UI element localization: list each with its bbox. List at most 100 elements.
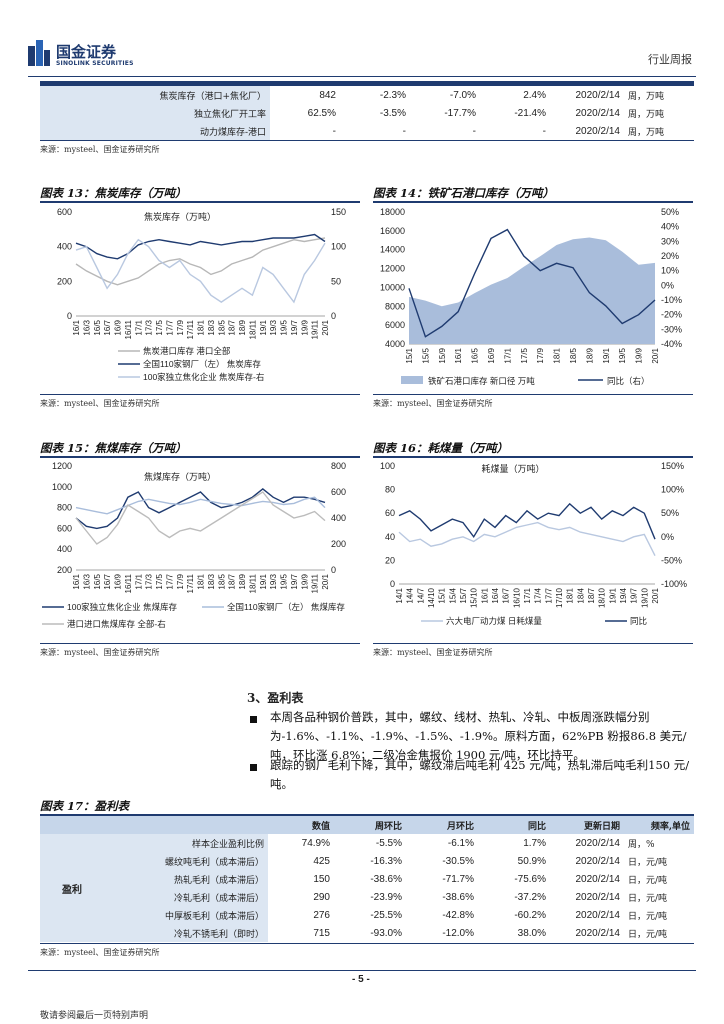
y-right-tick-label: 50% (661, 207, 679, 217)
legend-label: 同比（右） (607, 376, 650, 386)
x-tick-label: 19/7 (630, 587, 639, 603)
y-left-tick-label: 600 (57, 523, 72, 533)
x-tick-label: 18/7 (587, 587, 596, 603)
bullet-square-icon (250, 764, 257, 771)
x-tick-label: 16/1 (72, 573, 81, 589)
y-right-tick-label: 200 (331, 539, 346, 549)
top-table-bar (40, 81, 694, 86)
x-tick-label: 18/5 (217, 573, 226, 589)
x-tick-label: 18/3 (207, 573, 216, 589)
line-series-path (75, 491, 326, 545)
x-tick-label: 17/11 (186, 319, 195, 339)
cell: -7.0% (449, 89, 476, 101)
cell: 50.9% (517, 855, 546, 867)
x-tick-label: 17/9 (176, 573, 185, 589)
x-tick-label: 15/4 (448, 587, 457, 603)
section-title: 3、盈利表 (247, 691, 304, 705)
x-tick-label: 18/1 (566, 587, 575, 603)
y-right-tick-label: 100% (661, 485, 684, 495)
cell-unit: 日，元/吨 (628, 893, 668, 904)
cell-unit: 周，万吨 (628, 91, 665, 102)
cell-unit: 周，% (628, 839, 655, 850)
table-row: 中厚板毛利（成本滞后） 276 -25.5% -42.8% -60.2% 202… (40, 906, 694, 924)
chart14-source: 来源：mysteel、国金证券研究所 (373, 399, 493, 408)
y-right-tick-label: 50% (661, 508, 679, 518)
y-left-tick-label: 20 (385, 555, 395, 565)
row2-bottom-rule-right (373, 643, 693, 644)
x-tick-label: 14/1 (395, 587, 404, 603)
legend-label: 100家独立焦化企业 焦煤库存 (67, 602, 178, 612)
y-right-tick-label: -20% (661, 310, 682, 320)
cell: -6.1% (447, 837, 474, 849)
cell: 2020/2/14 (575, 837, 621, 849)
cell: 150 (313, 873, 330, 885)
cell: 1.7% (523, 837, 546, 849)
chart-inline-title: 耗煤量（万吨） (481, 463, 544, 474)
y-right-tick-label: -100% (661, 579, 687, 589)
table-row: 独立焦化厂开工率 62.5% -3.5% -17.7% -21.4% 2020/… (40, 104, 694, 122)
cell: 276 (313, 909, 330, 921)
profit-table: 数值 周环比 月环比 同比 更新日期 频率,单位 盈利 样本企业盈利比例 74.… (40, 816, 694, 942)
cell: 2020/2/14 (575, 909, 621, 921)
col-header: 更新日期 (583, 821, 620, 832)
y-left-tick-label: 12000 (380, 264, 405, 274)
x-tick-label: 16/11 (124, 319, 133, 339)
x-tick-label: 19/3 (269, 573, 278, 589)
y-right-tick-label: -50% (661, 555, 682, 565)
y-right-tick-label: -40% (661, 339, 682, 349)
cell-unit: 日，元/吨 (628, 929, 668, 940)
y-left-tick-label: 800 (57, 503, 72, 513)
y-left-tick-label: 1200 (52, 461, 72, 471)
x-tick-label: 15/10 (470, 587, 479, 608)
y-right-tick-label: 0 (331, 311, 336, 321)
legend-label: 铁矿石港口库存 新口径 万吨 (428, 376, 535, 386)
legend-label: 全国110家钢厂（左） 焦煤库存 (227, 602, 345, 612)
cell: -38.6% (370, 873, 402, 885)
x-tick-label: 18/11 (248, 573, 257, 593)
cell: - (472, 125, 476, 137)
y-left-tick-label: 0 (67, 311, 72, 321)
x-tick-label: 19/9 (300, 573, 309, 589)
cell: -12.0% (442, 927, 474, 939)
line-series-path (408, 228, 656, 338)
legend-label: 六大电厂动力煤 日耗煤量 (446, 616, 542, 626)
x-tick-label: 18/11 (248, 319, 257, 339)
chart15-source: 来源：mysteel、国金证券研究所 (40, 648, 160, 657)
x-tick-label: 17/11 (186, 573, 195, 593)
x-tick-label: 20/1 (651, 587, 660, 603)
x-tick-label: 17/5 (155, 573, 164, 589)
cell: -25.5% (370, 909, 402, 921)
x-tick-label: 15/7 (459, 587, 468, 603)
footer-rule (28, 970, 696, 971)
table-row: 冷轧不锈毛利（即时） 715 -93.0% -12.0% 38.0% 2020/… (40, 924, 694, 942)
y-left-tick-label: 14000 (380, 245, 405, 255)
doc-type: 行业周报 (648, 53, 692, 66)
x-tick-label: 15/9 (438, 347, 447, 363)
y-left-tick-label: 60 (385, 508, 395, 518)
y-left-tick-label: 200 (57, 565, 72, 575)
y-left-tick-label: 80 (385, 485, 395, 495)
bullet-paragraph-2: 跟踪的钢厂毛利下降，其中，螺纹滞后吨毛利 425 元/吨，热轧滞后吨毛利150 … (270, 758, 690, 791)
y-left-tick-label: 8000 (385, 301, 405, 311)
y-left-tick-label: 10000 (380, 282, 405, 292)
cell: 2020/2/14 (575, 927, 621, 939)
x-tick-label: 14/4 (406, 587, 415, 603)
x-tick-label: 17/10 (555, 587, 564, 608)
x-tick-label: 18/5 (569, 347, 578, 363)
table-row: 焦炭库存（港口+焦化厂） 842 -2.3% -7.0% 2.4% 2020/2… (40, 86, 694, 104)
row2-bottom-rule-left (40, 643, 360, 644)
x-tick-label: 19/1 (259, 573, 268, 589)
x-tick-label: 19/7 (290, 573, 299, 589)
y-right-tick-label: 50 (331, 276, 341, 286)
x-tick-label: 18/1 (197, 319, 206, 335)
top-data-table: 焦炭库存（港口+焦化厂） 842 -2.3% -7.0% 2.4% 2020/2… (40, 86, 694, 140)
cell: 74.9% (301, 837, 330, 849)
x-tick-label: 18/7 (228, 573, 237, 589)
y-right-tick-label: -30% (661, 324, 682, 334)
x-tick-label: 16/9 (114, 573, 123, 589)
cell: -93.0% (370, 927, 402, 939)
line-series-path (75, 233, 326, 260)
cell: 2020/2/14 (575, 89, 621, 101)
cell: 2020/2/14 (575, 125, 621, 137)
